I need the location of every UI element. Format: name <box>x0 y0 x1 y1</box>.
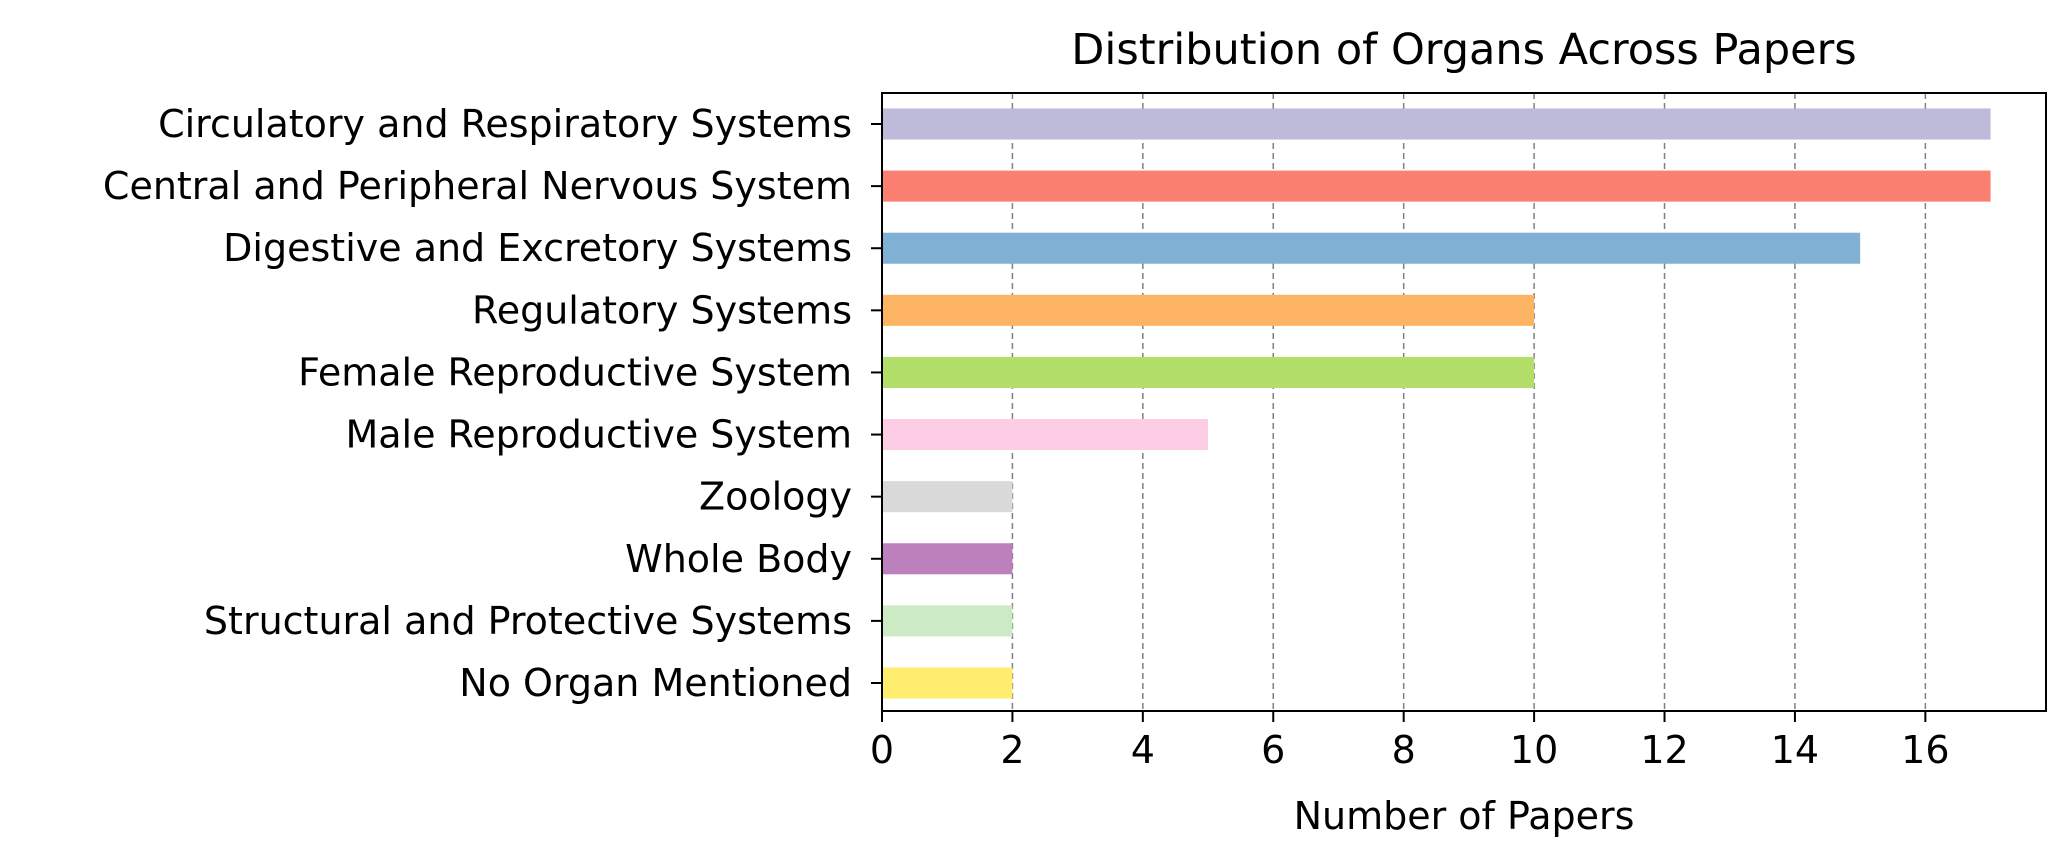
bar <box>882 543 1013 575</box>
bar <box>882 170 1991 202</box>
y-tick-label: Central and Peripheral Nervous System <box>103 164 852 208</box>
y-tick-label: Female Reproductive System <box>298 350 852 394</box>
bar <box>882 356 1535 388</box>
y-tick-label: Whole Body <box>625 537 852 581</box>
y-tick-label: Circulatory and Respiratory Systems <box>158 102 852 146</box>
y-tick-label: Digestive and Excretory Systems <box>223 226 852 270</box>
y-tick-label: Male Reproductive System <box>345 413 852 457</box>
x-tick-label: 16 <box>1901 728 1949 772</box>
y-tick-label: No Organ Mentioned <box>459 661 852 705</box>
x-tick-label: 10 <box>1510 728 1558 772</box>
bar <box>882 667 1013 699</box>
bar <box>882 605 1013 637</box>
bar <box>882 294 1535 326</box>
plot-frame <box>881 92 2047 712</box>
chart-title: Distribution of Organs Across Papers <box>1071 25 1856 75</box>
bar <box>882 419 1209 451</box>
x-tick-label: 6 <box>1261 728 1285 772</box>
bar <box>882 232 1861 264</box>
x-tick-label: 12 <box>1640 728 1688 772</box>
x-tick-label: 8 <box>1392 728 1416 772</box>
y-tick-label: Zoology <box>699 475 852 519</box>
x-axis: 0 2 4 6 8 10 12 14 16 <box>870 711 1950 772</box>
x-tick-label: 0 <box>870 728 894 772</box>
bar <box>882 108 1991 140</box>
x-tick-label: 4 <box>1131 728 1155 772</box>
bar <box>882 481 1013 513</box>
x-axis-label: Number of Papers <box>1294 794 1635 838</box>
x-tick-label: 14 <box>1771 728 1819 772</box>
y-tick-label: Regulatory Systems <box>472 288 852 332</box>
y-axis: Circulatory and Respiratory Systems Centr… <box>103 102 882 705</box>
x-tick-label: 2 <box>1000 728 1024 772</box>
y-tick-label: Structural and Protective Systems <box>204 599 852 643</box>
bars <box>882 108 1991 699</box>
